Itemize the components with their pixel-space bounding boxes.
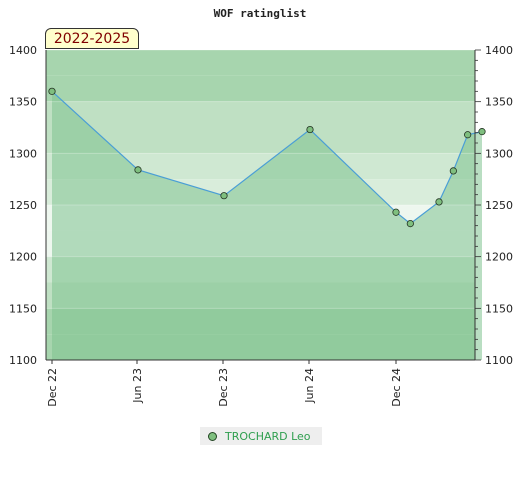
y-tick-label-right: 1300 bbox=[485, 147, 513, 160]
rating-line bbox=[51, 90, 483, 225]
x-tick-label: Jun 24 bbox=[303, 368, 316, 404]
data-point bbox=[220, 192, 228, 200]
x-tick-label: Dec 22 bbox=[46, 368, 59, 407]
y-tick-label-left: 1200 bbox=[9, 251, 37, 264]
rating-area bbox=[52, 91, 482, 360]
y-tick-label-left: 1300 bbox=[9, 147, 37, 160]
y-tick-label-right: 1400 bbox=[485, 44, 513, 57]
band-row bbox=[46, 75, 475, 102]
y-tick-label-left: 1150 bbox=[9, 302, 37, 315]
data-point bbox=[48, 87, 56, 95]
data-point bbox=[464, 131, 472, 139]
legend-label: TROCHARD Leo bbox=[225, 429, 311, 443]
y-tick-label-left: 1100 bbox=[9, 354, 37, 367]
y-tick-label-left: 1250 bbox=[9, 199, 37, 212]
period-label: 2022-2025 bbox=[45, 28, 139, 49]
data-point bbox=[134, 166, 142, 174]
x-tick-label: Dec 24 bbox=[390, 368, 403, 407]
y-tick-label-right: 1200 bbox=[485, 251, 513, 264]
data-point bbox=[449, 167, 457, 175]
band-row bbox=[46, 127, 475, 154]
data-point bbox=[406, 220, 414, 228]
x-axis: Dec 22 Jun 23 Dec 23 Jun 24 Dec 24 bbox=[46, 359, 475, 407]
y-axis-right: 1100 1150 1200 1250 1300 1350 1400 bbox=[474, 44, 513, 367]
y-tick-label-right: 1350 bbox=[485, 96, 513, 109]
legend-marker-icon bbox=[208, 431, 217, 441]
chart-title: WOF ratinglist bbox=[214, 7, 307, 20]
legend: TROCHARD Leo bbox=[200, 427, 322, 445]
y-tick-label-right: 1150 bbox=[485, 302, 513, 315]
band-row bbox=[46, 50, 475, 76]
x-tick-label: Dec 23 bbox=[217, 368, 230, 407]
data-point bbox=[392, 208, 400, 216]
y-axis-left: 1100 1150 1200 1250 1300 1350 1400 bbox=[9, 44, 47, 367]
data-point bbox=[435, 198, 443, 206]
data-point bbox=[478, 128, 486, 136]
x-tick-label: Jun 23 bbox=[131, 368, 144, 404]
y-tick-label-right: 1100 bbox=[485, 354, 513, 367]
band-row bbox=[46, 101, 475, 128]
data-point bbox=[306, 125, 314, 134]
data-points bbox=[48, 87, 486, 228]
y-tick-label-left: 1350 bbox=[9, 96, 37, 109]
y-tick-label-right: 1250 bbox=[485, 199, 513, 212]
y-tick-label-left: 1400 bbox=[9, 44, 37, 57]
